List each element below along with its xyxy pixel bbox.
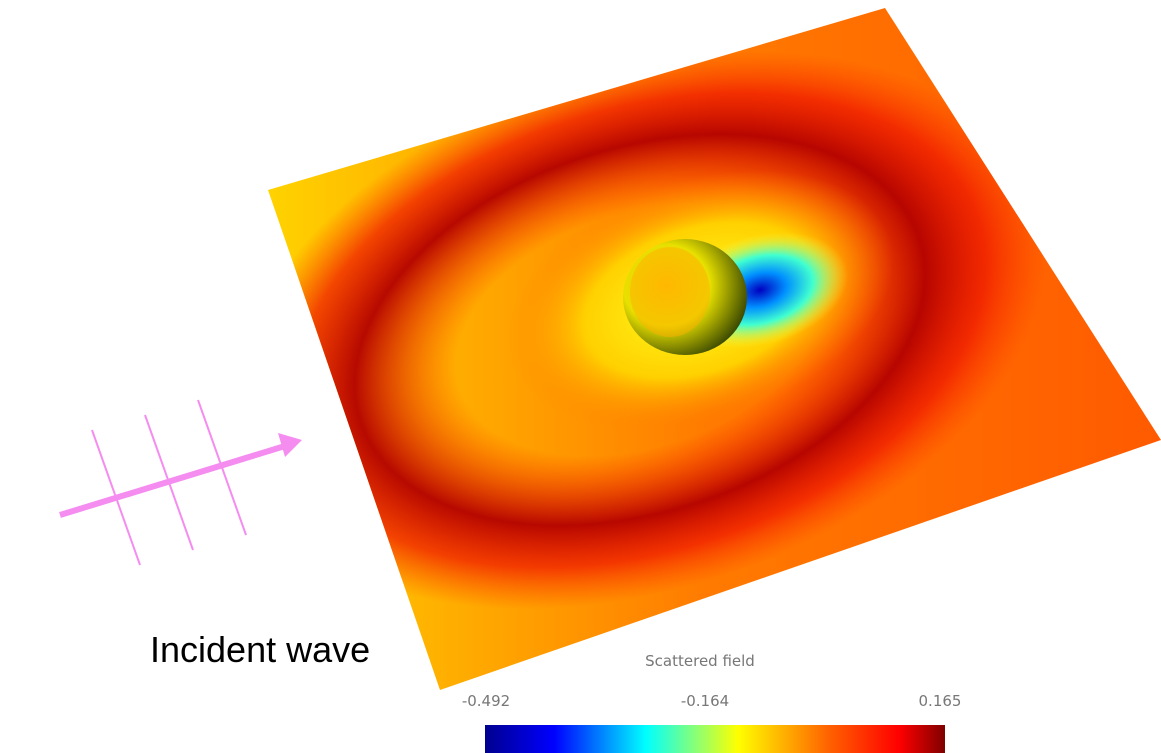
colorbar-tick-label: 0.165 [919,692,962,710]
incident-wave-icon [60,400,302,565]
colorbar-tick-label: -0.164 [681,692,729,710]
incident-wave-label: Incident wave [150,629,370,670]
figure: Incident wave Scattered field -0.492 -0.… [0,0,1161,753]
sphere-highlight [630,247,710,337]
colorbar [485,725,945,753]
scattered-field-surface [160,0,1161,707]
colorbar-title: Scattered field [645,652,755,670]
colorbar-tick-label: -0.492 [462,692,510,710]
